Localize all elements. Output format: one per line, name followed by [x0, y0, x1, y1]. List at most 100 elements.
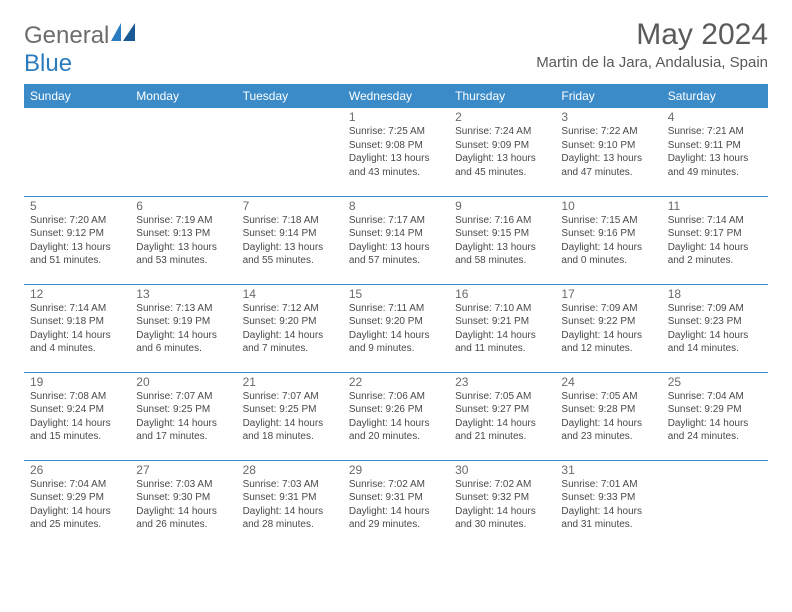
day-header: Friday	[555, 84, 661, 108]
day-number: 19	[30, 375, 124, 389]
day-number: 17	[561, 287, 655, 301]
day-details: Sunrise: 7:18 AMSunset: 9:14 PMDaylight:…	[243, 214, 337, 268]
day-number: 8	[349, 199, 443, 213]
day-header: Tuesday	[237, 84, 343, 108]
day-number: 28	[243, 463, 337, 477]
calendar-table: SundayMondayTuesdayWednesdayThursdayFrid…	[24, 84, 768, 548]
day-number: 31	[561, 463, 655, 477]
calendar-cell: 14Sunrise: 7:12 AMSunset: 9:20 PMDayligh…	[237, 284, 343, 372]
calendar-week: 19Sunrise: 7:08 AMSunset: 9:24 PMDayligh…	[24, 372, 768, 460]
day-number: 18	[668, 287, 762, 301]
day-details: Sunrise: 7:19 AMSunset: 9:13 PMDaylight:…	[136, 214, 230, 268]
day-number: 14	[243, 287, 337, 301]
logo-sail-icon	[111, 23, 137, 43]
day-details: Sunrise: 7:03 AMSunset: 9:30 PMDaylight:…	[136, 478, 230, 532]
calendar-cell: 12Sunrise: 7:14 AMSunset: 9:18 PMDayligh…	[24, 284, 130, 372]
calendar-cell: 9Sunrise: 7:16 AMSunset: 9:15 PMDaylight…	[449, 196, 555, 284]
calendar-cell: 29Sunrise: 7:02 AMSunset: 9:31 PMDayligh…	[343, 460, 449, 548]
day-details: Sunrise: 7:25 AMSunset: 9:08 PMDaylight:…	[349, 125, 443, 179]
calendar-cell: 11Sunrise: 7:14 AMSunset: 9:17 PMDayligh…	[662, 196, 768, 284]
day-details: Sunrise: 7:02 AMSunset: 9:31 PMDaylight:…	[349, 478, 443, 532]
day-number: 26	[30, 463, 124, 477]
day-number: 6	[136, 199, 230, 213]
logo: GeneralBlue	[24, 22, 137, 78]
day-number: 2	[455, 110, 549, 124]
day-number: 25	[668, 375, 762, 389]
location-text: Martin de la Jara, Andalusia, Spain	[536, 54, 768, 71]
day-details: Sunrise: 7:11 AMSunset: 9:20 PMDaylight:…	[349, 302, 443, 356]
day-details: Sunrise: 7:10 AMSunset: 9:21 PMDaylight:…	[455, 302, 549, 356]
day-details: Sunrise: 7:07 AMSunset: 9:25 PMDaylight:…	[136, 390, 230, 444]
day-details: Sunrise: 7:07 AMSunset: 9:25 PMDaylight:…	[243, 390, 337, 444]
calendar-week: 1Sunrise: 7:25 AMSunset: 9:08 PMDaylight…	[24, 108, 768, 196]
day-number: 21	[243, 375, 337, 389]
day-details: Sunrise: 7:20 AMSunset: 9:12 PMDaylight:…	[30, 214, 124, 268]
calendar-cell: 25Sunrise: 7:04 AMSunset: 9:29 PMDayligh…	[662, 372, 768, 460]
day-details: Sunrise: 7:22 AMSunset: 9:10 PMDaylight:…	[561, 125, 655, 179]
calendar-cell: 13Sunrise: 7:13 AMSunset: 9:19 PMDayligh…	[130, 284, 236, 372]
day-details: Sunrise: 7:04 AMSunset: 9:29 PMDaylight:…	[30, 478, 124, 532]
calendar-cell: 6Sunrise: 7:19 AMSunset: 9:13 PMDaylight…	[130, 196, 236, 284]
day-details: Sunrise: 7:14 AMSunset: 9:18 PMDaylight:…	[30, 302, 124, 356]
day-details: Sunrise: 7:09 AMSunset: 9:22 PMDaylight:…	[561, 302, 655, 356]
day-details: Sunrise: 7:15 AMSunset: 9:16 PMDaylight:…	[561, 214, 655, 268]
day-header: Wednesday	[343, 84, 449, 108]
calendar-head: SundayMondayTuesdayWednesdayThursdayFrid…	[24, 84, 768, 108]
day-details: Sunrise: 7:01 AMSunset: 9:33 PMDaylight:…	[561, 478, 655, 532]
month-title: May 2024	[536, 18, 768, 52]
calendar-cell: 7Sunrise: 7:18 AMSunset: 9:14 PMDaylight…	[237, 196, 343, 284]
calendar-cell: 26Sunrise: 7:04 AMSunset: 9:29 PMDayligh…	[24, 460, 130, 548]
calendar-cell: 1Sunrise: 7:25 AMSunset: 9:08 PMDaylight…	[343, 108, 449, 196]
calendar-cell: 20Sunrise: 7:07 AMSunset: 9:25 PMDayligh…	[130, 372, 236, 460]
logo-text-general: General	[24, 22, 109, 49]
day-details: Sunrise: 7:03 AMSunset: 9:31 PMDaylight:…	[243, 478, 337, 532]
day-number: 12	[30, 287, 124, 301]
calendar-body: 1Sunrise: 7:25 AMSunset: 9:08 PMDaylight…	[24, 108, 768, 548]
calendar-cell	[662, 460, 768, 548]
day-number: 5	[30, 199, 124, 213]
calendar-week: 5Sunrise: 7:20 AMSunset: 9:12 PMDaylight…	[24, 196, 768, 284]
calendar-cell: 28Sunrise: 7:03 AMSunset: 9:31 PMDayligh…	[237, 460, 343, 548]
day-number: 1	[349, 110, 443, 124]
calendar-cell: 22Sunrise: 7:06 AMSunset: 9:26 PMDayligh…	[343, 372, 449, 460]
day-details: Sunrise: 7:09 AMSunset: 9:23 PMDaylight:…	[668, 302, 762, 356]
calendar-cell: 24Sunrise: 7:05 AMSunset: 9:28 PMDayligh…	[555, 372, 661, 460]
day-details: Sunrise: 7:05 AMSunset: 9:28 PMDaylight:…	[561, 390, 655, 444]
calendar-cell: 30Sunrise: 7:02 AMSunset: 9:32 PMDayligh…	[449, 460, 555, 548]
logo-text-blue: Blue	[24, 50, 72, 77]
day-number: 16	[455, 287, 549, 301]
day-header: Saturday	[662, 84, 768, 108]
day-number: 7	[243, 199, 337, 213]
calendar-cell: 19Sunrise: 7:08 AMSunset: 9:24 PMDayligh…	[24, 372, 130, 460]
day-details: Sunrise: 7:02 AMSunset: 9:32 PMDaylight:…	[455, 478, 549, 532]
calendar-cell: 3Sunrise: 7:22 AMSunset: 9:10 PMDaylight…	[555, 108, 661, 196]
calendar-cell	[24, 108, 130, 196]
day-header-row: SundayMondayTuesdayWednesdayThursdayFrid…	[24, 84, 768, 108]
calendar-cell: 2Sunrise: 7:24 AMSunset: 9:09 PMDaylight…	[449, 108, 555, 196]
title-block: May 2024 Martin de la Jara, Andalusia, S…	[536, 18, 768, 71]
day-header: Thursday	[449, 84, 555, 108]
day-details: Sunrise: 7:24 AMSunset: 9:09 PMDaylight:…	[455, 125, 549, 179]
day-details: Sunrise: 7:17 AMSunset: 9:14 PMDaylight:…	[349, 214, 443, 268]
calendar-cell: 17Sunrise: 7:09 AMSunset: 9:22 PMDayligh…	[555, 284, 661, 372]
day-number: 23	[455, 375, 549, 389]
day-number: 22	[349, 375, 443, 389]
calendar-cell: 4Sunrise: 7:21 AMSunset: 9:11 PMDaylight…	[662, 108, 768, 196]
day-number: 11	[668, 199, 762, 213]
calendar-page: GeneralBlue May 2024 Martin de la Jara, …	[0, 0, 792, 566]
calendar-cell: 15Sunrise: 7:11 AMSunset: 9:20 PMDayligh…	[343, 284, 449, 372]
day-details: Sunrise: 7:21 AMSunset: 9:11 PMDaylight:…	[668, 125, 762, 179]
day-number: 24	[561, 375, 655, 389]
calendar-cell: 10Sunrise: 7:15 AMSunset: 9:16 PMDayligh…	[555, 196, 661, 284]
day-number: 15	[349, 287, 443, 301]
day-details: Sunrise: 7:06 AMSunset: 9:26 PMDaylight:…	[349, 390, 443, 444]
day-details: Sunrise: 7:05 AMSunset: 9:27 PMDaylight:…	[455, 390, 549, 444]
calendar-cell: 23Sunrise: 7:05 AMSunset: 9:27 PMDayligh…	[449, 372, 555, 460]
day-number: 30	[455, 463, 549, 477]
day-number: 9	[455, 199, 549, 213]
calendar-week: 26Sunrise: 7:04 AMSunset: 9:29 PMDayligh…	[24, 460, 768, 548]
day-details: Sunrise: 7:16 AMSunset: 9:15 PMDaylight:…	[455, 214, 549, 268]
day-details: Sunrise: 7:13 AMSunset: 9:19 PMDaylight:…	[136, 302, 230, 356]
day-number: 10	[561, 199, 655, 213]
calendar-cell: 31Sunrise: 7:01 AMSunset: 9:33 PMDayligh…	[555, 460, 661, 548]
